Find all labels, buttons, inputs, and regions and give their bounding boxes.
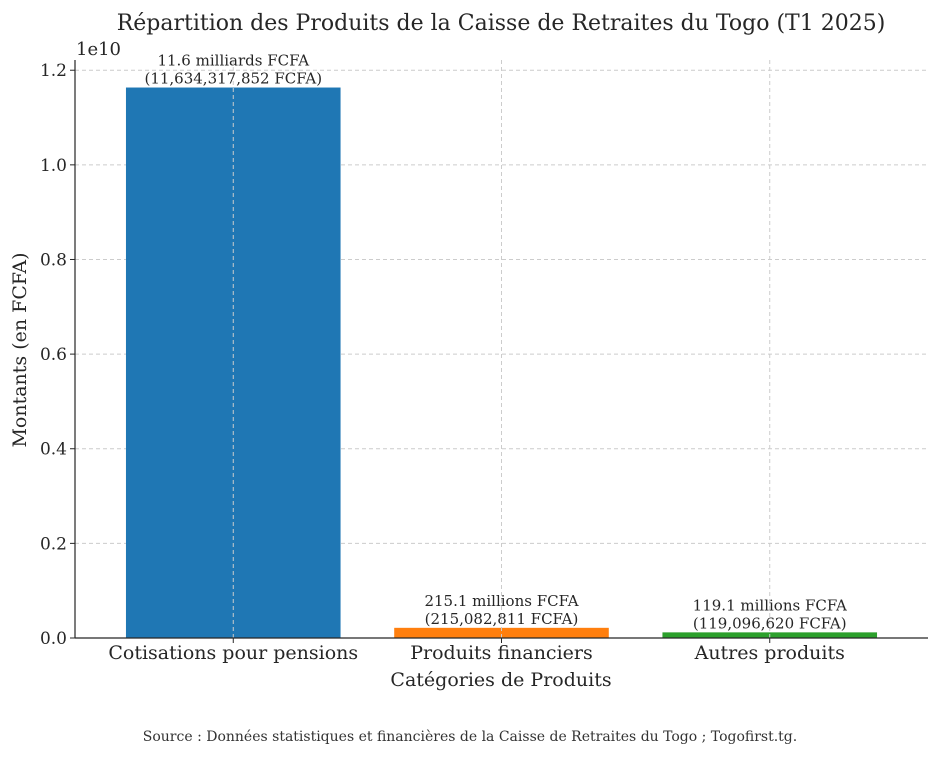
y-axis-label: Montants (en FCFA) — [9, 252, 31, 447]
bar-data-label: 11.6 milliards FCFA — [157, 52, 309, 70]
bar-data-labels: 11.6 milliards FCFA(11,634,317,852 FCFA)… — [144, 52, 846, 633]
x-tick-label: Cotisations pour pensions — [108, 642, 358, 664]
bar-data-label: 119.1 millions FCFA — [693, 596, 847, 614]
source-note: Source : Données statistiques et financi… — [142, 729, 798, 745]
x-tick-label: Produits financiers — [410, 642, 592, 664]
y-tick-label: 0.0 — [40, 629, 67, 649]
y-tick-label: 0.2 — [40, 534, 67, 554]
y-axis-ticks: 0.0 0.2 0.4 0.6 0.8 1.0 1.2 — [40, 61, 75, 649]
y-axis-offset-label: 1e10 — [76, 39, 121, 60]
y-tick-label: 1.2 — [40, 61, 67, 81]
chart-title: Répartition des Produits de la Caisse de… — [117, 11, 886, 36]
x-tick-label: Autres produits — [694, 642, 845, 664]
bar-data-label-exact: (215,082,811 FCFA) — [425, 610, 579, 628]
y-tick-label: 0.8 — [40, 250, 67, 270]
x-axis-ticks: Cotisations pour pensions Produits financ… — [108, 638, 845, 664]
bar-chart: Répartition des Produits de la Caisse de… — [9, 11, 928, 691]
bar-data-label-exact: (11,634,317,852 FCFA) — [144, 70, 322, 88]
bar — [394, 627, 609, 638]
gridlines-overlay — [232, 60, 771, 638]
y-tick-label: 1.0 — [40, 156, 67, 176]
y-tick-label: 0.4 — [40, 440, 67, 460]
x-axis-label: Catégories de Produits — [390, 669, 611, 691]
y-tick-label: 0.6 — [40, 345, 67, 365]
bar-data-label: 215.1 millions FCFA — [424, 592, 578, 610]
bar-data-label-exact: (119,096,620 FCFA) — [693, 614, 847, 632]
